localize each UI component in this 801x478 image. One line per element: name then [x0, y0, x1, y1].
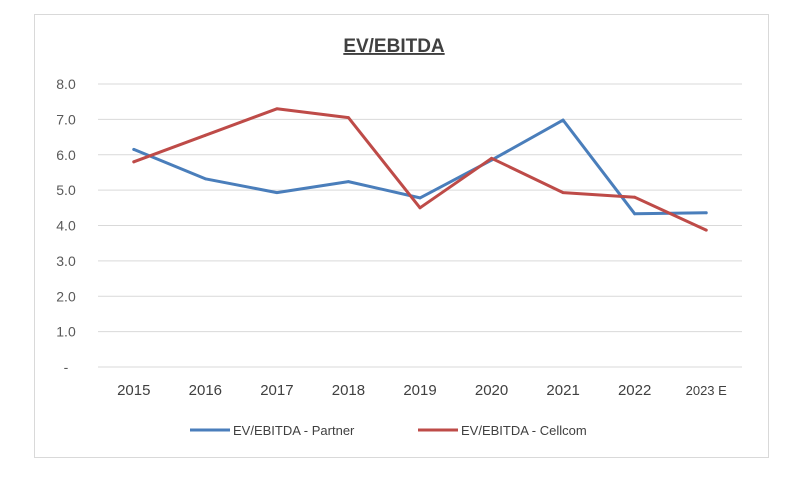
data-point — [275, 191, 279, 195]
data-point — [633, 195, 637, 199]
x-tick-label: 2023 E — [686, 383, 728, 398]
y-tick-label: 3.0 — [56, 253, 76, 269]
x-tick-label: 2019 — [403, 382, 436, 399]
y-tick-label: 8.0 — [56, 76, 76, 92]
series-line-cellcom — [132, 107, 708, 232]
data-point — [347, 116, 350, 120]
y-tick-label: 6.0 — [56, 147, 76, 163]
data-point — [418, 206, 422, 210]
chart-title: EV/EBITDA — [343, 36, 445, 57]
x-axis-ticks: 2015 2016 2017 2018 2019 2020 2021 2022 2023 E — [117, 382, 727, 399]
gridlines — [98, 83, 742, 368]
y-axis-ticks: - 1.0 2.0 3.0 4.0 5.0 6.0 7.0 8.0 — [56, 76, 76, 375]
data-point — [203, 177, 207, 181]
data-point — [132, 160, 136, 164]
data-point — [132, 148, 136, 151]
data-point — [490, 156, 493, 160]
data-point — [704, 211, 708, 215]
x-tick-label: 2021 — [546, 382, 579, 399]
x-tick-label: 2015 — [117, 382, 150, 399]
y-tick-label: 5.0 — [56, 182, 76, 198]
y-tick-label: 1.0 — [56, 324, 76, 340]
data-point — [203, 133, 207, 137]
data-point — [704, 228, 708, 232]
x-tick-label: 2020 — [475, 382, 508, 399]
legend-label: EV/EBITDA - Partner — [233, 423, 355, 438]
data-point — [347, 180, 350, 184]
legend: EV/EBITDA - Partner EV/EBITDA - Cellcom — [190, 423, 587, 438]
data-point — [633, 212, 637, 216]
series-line-partner — [132, 118, 708, 216]
x-tick-label: 2022 — [618, 382, 651, 399]
series-lines — [132, 107, 708, 232]
x-tick-label: 2016 — [189, 382, 222, 399]
data-point — [561, 118, 565, 122]
y-tick-label: 4.0 — [56, 218, 76, 234]
data-point — [561, 191, 565, 195]
chart-frame — [34, 14, 769, 458]
x-tick-label: 2018 — [332, 382, 365, 399]
legend-label: EV/EBITDA - Cellcom — [461, 423, 587, 438]
data-point — [275, 107, 279, 111]
y-tick-label: 7.0 — [56, 111, 76, 127]
y-tick-label: 2.0 — [56, 288, 76, 304]
x-tick-label: 2017 — [260, 382, 293, 399]
y-tick-label: - — [64, 359, 69, 375]
data-point — [418, 196, 422, 200]
